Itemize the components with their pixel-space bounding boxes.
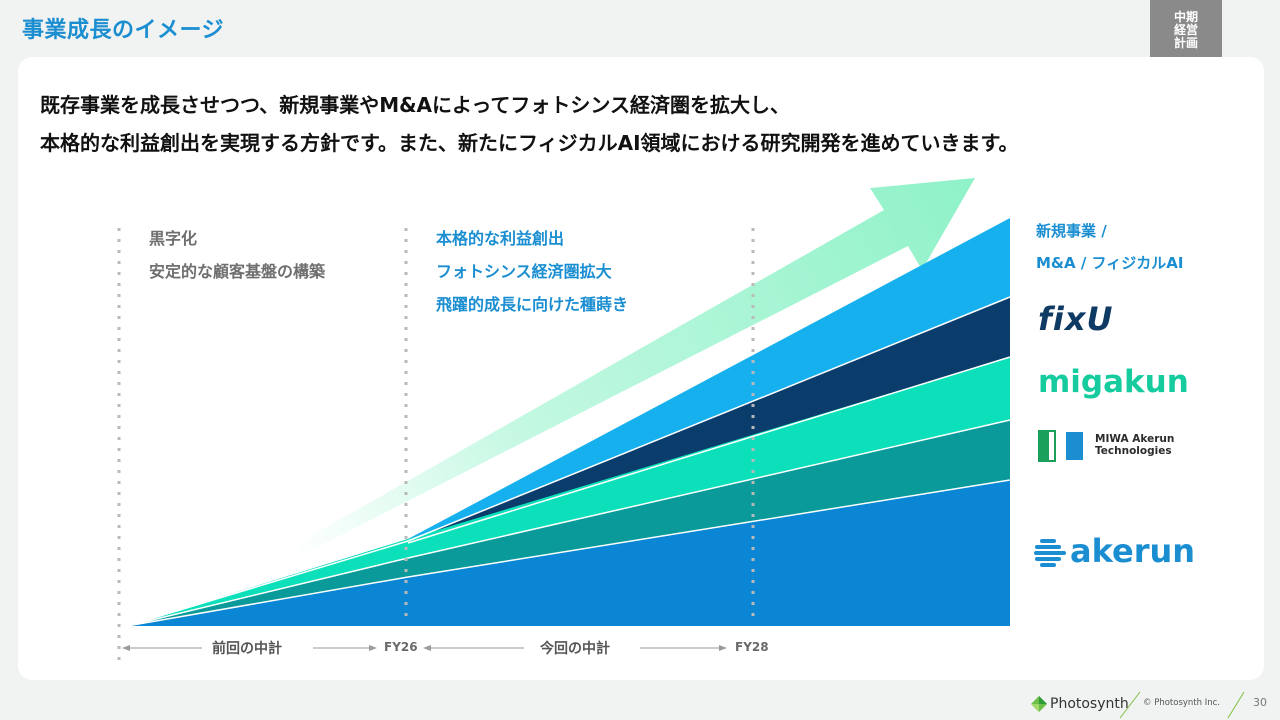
phase-current-line: フォトシンス経済圏拡大 [436, 262, 612, 281]
phase-current-text: 本格的な利益創出 フォトシンス経済圏拡大 飛躍的成長に向けた種蒔き [436, 222, 628, 321]
phase-current-line: 飛躍的成長に向けた種蒔き [436, 295, 629, 314]
miwa-mark-blue-icon [1066, 432, 1083, 460]
axis-fy26-label: FY26 [384, 640, 418, 654]
footer-copyright: © Photosynth Inc. [1143, 698, 1220, 708]
axis-current-plan-label: 今回の中計 [540, 641, 610, 657]
legend-title-line: M&A / フィジカルAI [1036, 254, 1184, 272]
axis-arrows [122, 645, 727, 651]
axis-previous-plan-label: 前回の中計 [212, 641, 282, 657]
growth-arrow [290, 178, 975, 556]
legend-new-business-title: 新規事業 / M&A / フィジカルAI [1036, 215, 1183, 279]
miwa-logo-line: Technologies [1095, 445, 1172, 457]
phase-previous-line: 安定的な顧客基盤の構築 [149, 262, 326, 281]
headline-line-2: 本格的な利益創出を実現する方針です。また、新たにフィジカルAI領域における研究開… [40, 131, 1019, 155]
footer-divider [1119, 691, 1141, 719]
phase-previous-text: 黒字化 安定的な顧客基盤の構築 [149, 222, 325, 288]
miwa-logo-text: MIWA Akerun Technologies [1095, 433, 1174, 457]
headline-line-1: 既存事業を成長させつつ、新規事業やM&Aによってフォトシンス経済圏を拡大し、 [40, 93, 791, 117]
area-akerun [127, 480, 1010, 626]
miwa-mark-green-icon [1038, 430, 1056, 462]
akerun-logo-text: akerun [1070, 532, 1196, 570]
headline: 既存事業を成長させつつ、新規事業やM&Aによってフォトシンス経済圏を拡大し、 本… [40, 86, 1265, 162]
section-tab-line: 計画 [1173, 36, 1198, 50]
akerun-mark-icon [1034, 539, 1066, 567]
migakun-logo: migakun [1038, 364, 1189, 400]
page-number: 30 [1253, 696, 1267, 709]
phase-previous-line: 黒字化 [149, 229, 198, 248]
section-tab-line: 経営 [1173, 23, 1198, 37]
axis-fy28-label: FY28 [735, 640, 769, 654]
footer-divider-2 [1227, 691, 1245, 719]
fixu-logo: fixU [1038, 300, 1114, 338]
footer-brand-name: Photosynth [1050, 696, 1129, 712]
photosynth-leaf-icon [1031, 696, 1047, 712]
layer-separators [126, 296, 1011, 627]
miwa-logo-line: MIWA Akerun [1095, 433, 1175, 445]
page-title: 事業成長のイメージ [22, 18, 225, 43]
section-tab-line: 中期 [1173, 10, 1198, 24]
phase-current-line: 本格的な利益創出 [436, 229, 565, 248]
legend-title-line: 新規事業 / [1036, 222, 1107, 240]
miwa-akerun-logo: MIWA Akerun Technologies [1038, 430, 1200, 462]
area-miwa [127, 420, 1010, 626]
